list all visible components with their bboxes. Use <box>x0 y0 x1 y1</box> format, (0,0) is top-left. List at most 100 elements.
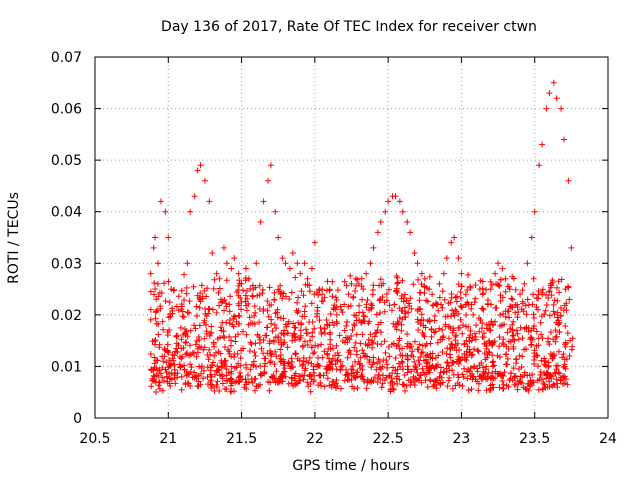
data-point <box>309 319 316 326</box>
data-point <box>396 376 403 383</box>
data-point <box>353 317 360 324</box>
data-point <box>190 283 197 290</box>
data-point <box>519 353 526 360</box>
data-point <box>509 321 516 328</box>
data-point <box>367 378 374 385</box>
data-point <box>333 296 340 303</box>
data-point <box>424 298 431 305</box>
data-point <box>490 358 497 365</box>
y-tick-label: 0 <box>73 411 82 427</box>
data-point <box>343 282 350 289</box>
data-point <box>319 354 326 361</box>
data-point <box>426 317 433 324</box>
data-point <box>243 379 250 386</box>
data-point <box>252 284 259 291</box>
data-point <box>375 375 382 382</box>
data-point <box>180 345 187 352</box>
data-point <box>447 354 454 361</box>
data-point <box>471 299 478 306</box>
data-point <box>537 368 544 375</box>
data-point <box>271 375 278 382</box>
data-point <box>383 357 390 364</box>
data-point <box>345 303 352 310</box>
data-point <box>403 382 410 389</box>
data-point <box>463 357 470 364</box>
data-point <box>562 323 569 330</box>
data-point <box>533 343 540 350</box>
data-point <box>153 308 160 315</box>
data-point <box>173 333 180 340</box>
data-point <box>385 286 392 293</box>
data-point <box>236 373 243 380</box>
data-point <box>510 275 517 282</box>
data-point <box>191 349 198 356</box>
data-point <box>214 378 221 385</box>
data-point <box>167 382 174 389</box>
data-point <box>421 333 428 340</box>
data-point <box>393 288 400 295</box>
data-point <box>363 270 370 277</box>
data-point <box>329 293 336 300</box>
data-point <box>271 361 278 368</box>
data-point <box>294 355 301 362</box>
data-point <box>400 298 407 305</box>
data-point <box>217 324 224 331</box>
data-point <box>358 275 365 282</box>
data-point <box>335 352 342 359</box>
data-point <box>427 377 434 384</box>
data-point <box>492 318 499 325</box>
data-point <box>272 310 279 317</box>
data-point <box>419 349 426 356</box>
data-point <box>285 380 292 387</box>
data-point <box>208 373 215 380</box>
data-point <box>269 327 276 334</box>
data-point <box>472 295 479 302</box>
data-point <box>509 296 516 303</box>
data-point <box>216 302 223 309</box>
data-point <box>401 304 408 311</box>
data-point <box>231 313 238 320</box>
data-point <box>431 312 438 319</box>
data-point <box>447 299 454 306</box>
data-point <box>408 305 415 312</box>
data-point <box>374 360 381 367</box>
data-point <box>159 374 166 381</box>
data-point <box>427 354 434 361</box>
data-point <box>231 255 238 262</box>
data-point <box>284 344 291 351</box>
data-point <box>550 308 557 315</box>
data-point <box>514 386 521 393</box>
data-point <box>215 289 222 296</box>
data-point <box>467 332 474 339</box>
data-point <box>489 281 496 288</box>
data-point <box>410 378 417 385</box>
data-point <box>164 329 171 336</box>
data-point <box>348 333 355 340</box>
data-point <box>277 282 284 289</box>
data-point <box>561 373 568 380</box>
data-point <box>251 349 258 356</box>
data-point <box>162 208 169 215</box>
data-point <box>412 338 419 345</box>
data-point <box>510 343 517 350</box>
data-point <box>302 338 309 345</box>
data-point <box>433 385 440 392</box>
data-point <box>282 260 289 267</box>
data-point <box>299 361 306 368</box>
data-point <box>443 350 450 357</box>
data-point <box>249 379 256 386</box>
data-point <box>496 343 503 350</box>
data-point <box>316 372 323 379</box>
data-point <box>457 316 464 323</box>
data-point <box>416 341 423 348</box>
data-point <box>226 376 233 383</box>
data-point <box>270 338 277 345</box>
data-point <box>297 327 304 334</box>
data-point <box>359 331 366 338</box>
data-point <box>476 286 483 293</box>
data-point <box>500 310 507 317</box>
data-point <box>327 329 334 336</box>
data-point <box>184 349 191 356</box>
data-point <box>429 291 436 298</box>
data-point <box>328 358 335 365</box>
